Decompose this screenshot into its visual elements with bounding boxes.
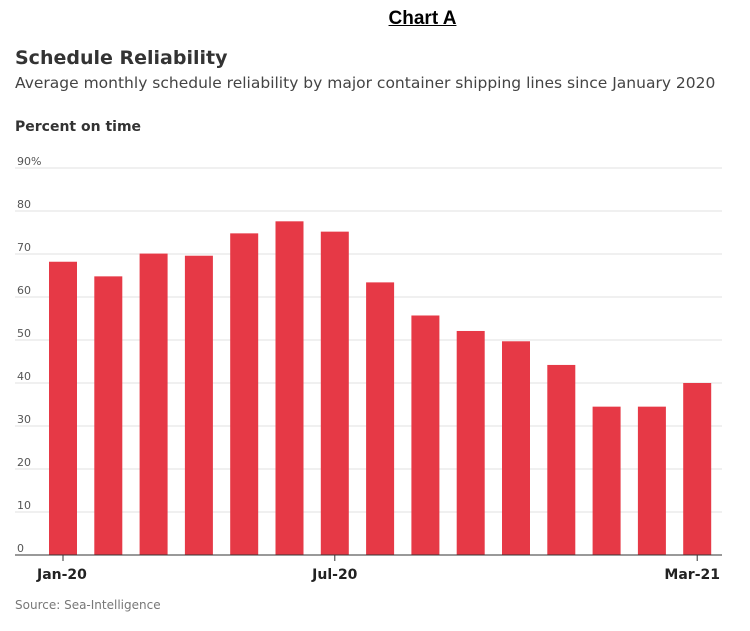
- bar-Sep-20: [411, 315, 440, 555]
- x-tick-label: Jan-20: [36, 567, 87, 583]
- x-axis-ticks: Jan-20 Jul-20 Mar-21: [36, 555, 720, 583]
- bar-Aug-20: [366, 282, 395, 555]
- bar-May-20: [230, 233, 259, 556]
- y-tick-label: 70: [17, 241, 31, 254]
- y-tick-label: 10: [17, 499, 31, 512]
- chart-header-label: Chart A: [388, 8, 457, 29]
- x-tick-label: Jul-20: [311, 567, 358, 583]
- bar-Jan-21: [592, 406, 621, 555]
- chart-subtitle: Average monthly schedule reliability by …: [15, 74, 716, 92]
- y-tick-label: 30: [17, 413, 31, 426]
- bar-Feb-20: [94, 276, 123, 555]
- y-tick-label: 60: [17, 284, 31, 297]
- bar-Apr-20: [184, 255, 213, 555]
- y-tick-label: 20: [17, 456, 31, 469]
- bar-Jan-20: [49, 261, 77, 555]
- y-tick-label: 80: [17, 198, 31, 211]
- source-note: Source: Sea-Intelligence: [15, 598, 161, 612]
- y-tick-label: 0: [17, 542, 24, 555]
- x-tick-label: Mar-21: [664, 567, 720, 583]
- bar-Feb-21: [637, 406, 666, 555]
- bar-Jul-20: [320, 231, 349, 555]
- y-axis-ticks: 90% 80 70 60 50 40 30 20 10 0: [17, 155, 41, 555]
- bar-Dec-20: [547, 364, 576, 555]
- y-tick-label: 40: [17, 370, 31, 383]
- bar-Oct-20: [456, 330, 485, 555]
- bars: [49, 221, 712, 556]
- y-tick-label: 90%: [17, 155, 41, 168]
- bar-Mar-20: [139, 253, 168, 555]
- y-tick-label: 50: [17, 327, 31, 340]
- bar-Nov-20: [502, 341, 530, 555]
- bar-Jun-20: [275, 221, 304, 555]
- chart-title: Schedule Reliability: [15, 47, 228, 69]
- y-axis-label: Percent on time: [15, 119, 142, 135]
- bar-Mar-21: [683, 383, 712, 555]
